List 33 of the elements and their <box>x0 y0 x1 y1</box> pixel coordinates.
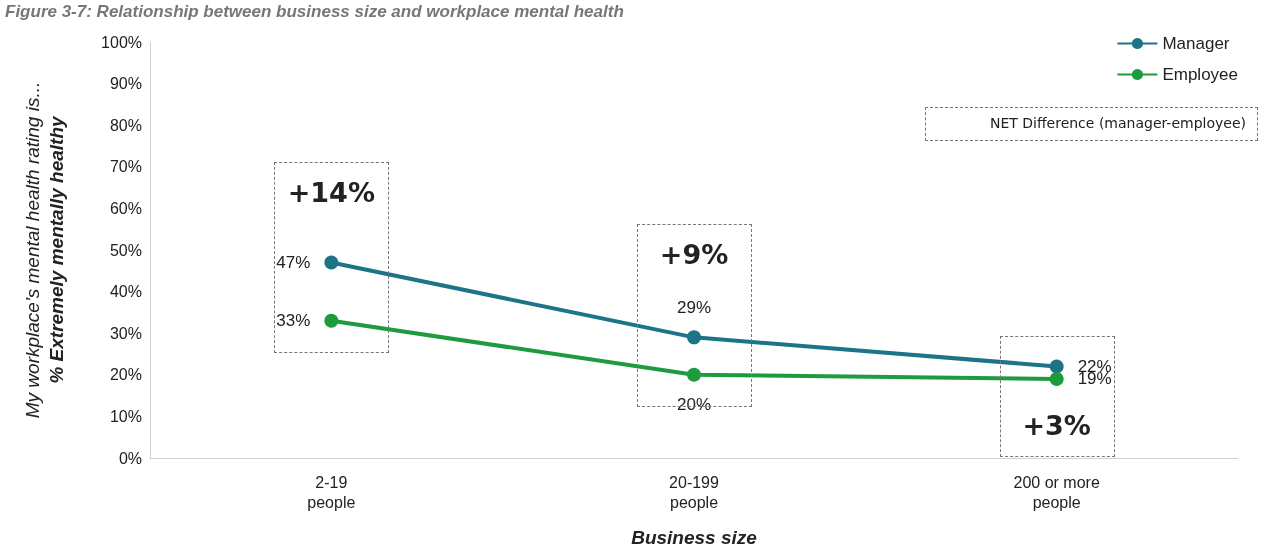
y-tick-label: 30% <box>109 324 142 342</box>
y-tick-label: 60% <box>109 199 142 217</box>
y-axis-title: My workplace’s mental health rating is... % Extremely mentally healthy <box>21 81 67 419</box>
annotation: +9% <box>659 238 729 270</box>
y-tick-label: 20% <box>109 366 142 384</box>
data-label: 20% <box>676 394 712 414</box>
legend-label: Employee <box>1162 65 1239 84</box>
annotation: +14% <box>287 176 375 208</box>
y-tick-label: 0% <box>118 449 142 467</box>
y-tick-label: 80% <box>109 116 142 134</box>
chart-title: Figure 3-7: Relationship between business size and workplace mental health <box>5 2 624 21</box>
x-tick-label: 2-19 people <box>307 473 356 511</box>
y-tick-label: 40% <box>109 283 142 301</box>
x-tick-label: 20-199 people <box>669 473 720 511</box>
y-tick-label: 90% <box>109 75 142 93</box>
legend-label: Manager <box>1162 34 1230 53</box>
y-tick-label: 100% <box>101 33 142 51</box>
x-axis-title: Business size <box>631 527 758 548</box>
point <box>1049 371 1064 386</box>
point <box>324 255 339 270</box>
annotation: +3% <box>1022 409 1091 441</box>
data-label: 47% <box>276 252 311 272</box>
x-tick-label: 200 or more people <box>1013 473 1100 511</box>
y-tick-label: 50% <box>109 241 142 259</box>
y-tick-label: 10% <box>109 407 142 425</box>
y-tick-label: 70% <box>109 158 142 176</box>
data-label: 29% <box>676 298 712 318</box>
annotation: NET Difference (manager-employee) <box>989 115 1246 131</box>
point <box>1049 359 1064 374</box>
point <box>324 313 339 328</box>
data-label: 33% <box>276 311 311 331</box>
point <box>687 330 701 345</box>
point <box>687 367 701 382</box>
